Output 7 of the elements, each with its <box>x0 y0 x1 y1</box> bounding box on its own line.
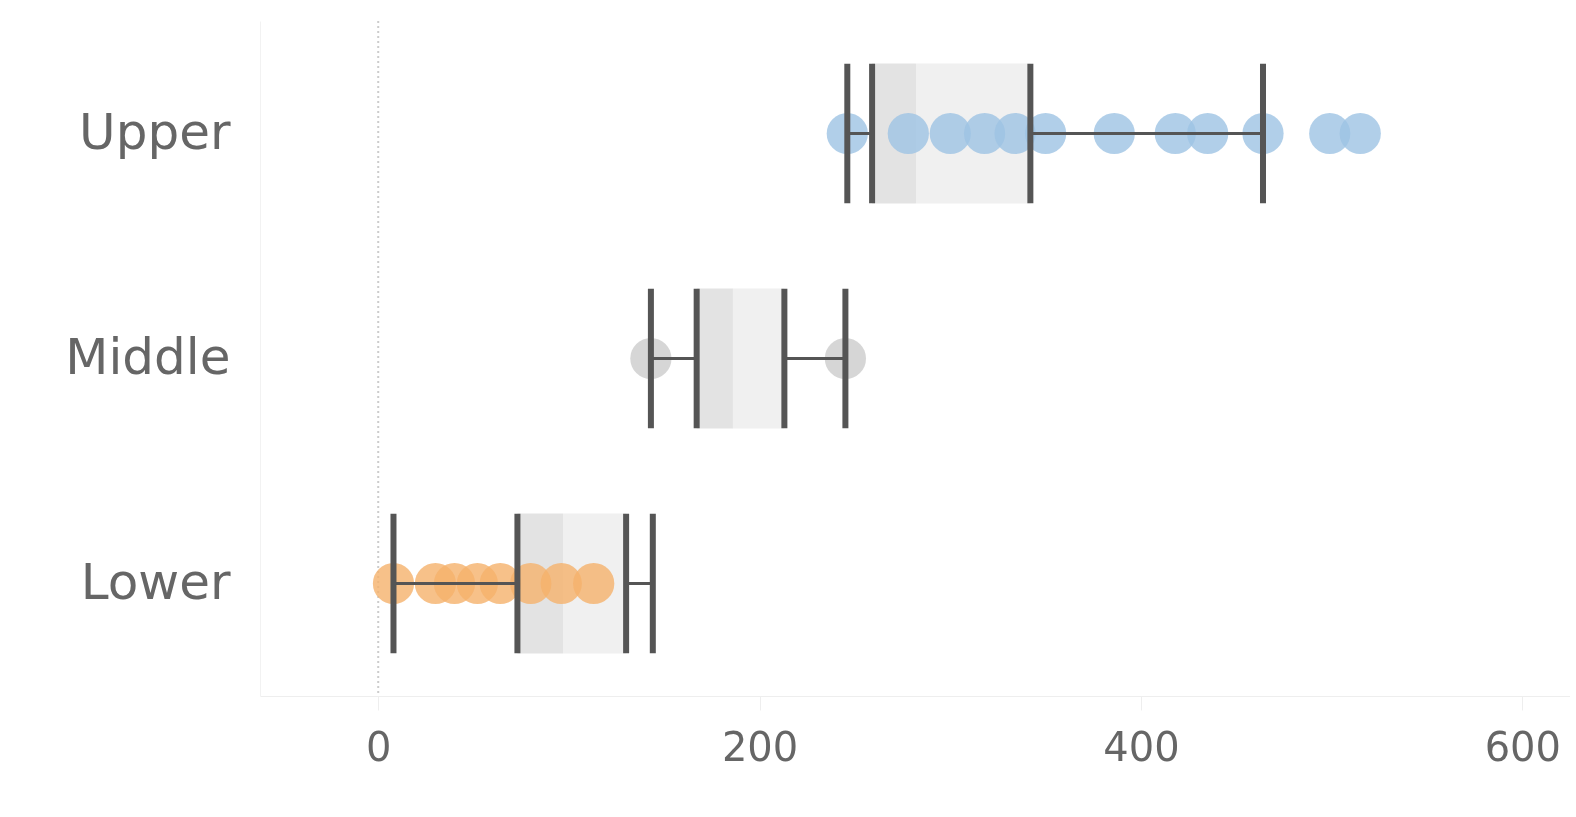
y-tick-label: Middle <box>65 327 231 386</box>
y-tick-label: Lower <box>80 552 231 611</box>
x-tick-label: 400 <box>1103 723 1180 770</box>
y-tick-label: Upper <box>79 102 231 161</box>
x-tick-label: 200 <box>721 723 799 770</box>
x-tick-label: 0 <box>366 723 392 770</box>
x-tick-label: 600 <box>1484 723 1562 770</box>
